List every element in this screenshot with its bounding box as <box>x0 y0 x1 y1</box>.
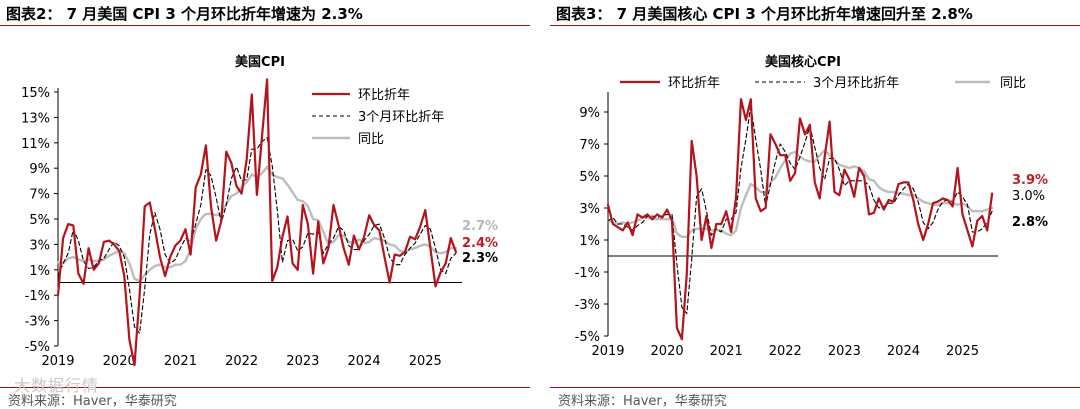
core-cpi-x-tick-label: 2024 <box>887 344 920 359</box>
cpi-y-tick-label: 1% <box>29 264 50 279</box>
core-cpi-chart-title: 美国核心CPI <box>765 54 841 70</box>
core-cpi-x-tick-label: 2020 <box>651 344 684 359</box>
cpi-line-chart: 美国CPI -5% -3% -1% 1% 3% 5% 7% 9% 11% 13% 15% 2019 202… <box>21 54 498 369</box>
core-cpi-series-solid-gray <box>606 149 994 239</box>
core-cpi-x-tick-label: 2021 <box>710 344 743 359</box>
core-cpi-y-tick-label: 3% <box>579 202 600 217</box>
core-cpi-legend-label: 环比折年 <box>668 76 720 91</box>
cpi-y-tick-label: -5% <box>25 340 50 355</box>
right-source-rule <box>550 387 1080 388</box>
cpi-y-tick-label: 3% <box>29 238 50 253</box>
left-figure-title: 图表2： 7 月美国 CPI 3 个月环比折年增速为 2.3% <box>6 5 363 23</box>
left-source-note: 资料来源：Haver，华泰研究 <box>8 394 177 409</box>
core-cpi-end-value-label: 3.9% <box>1012 173 1048 188</box>
cpi-y-tick-label: 9% <box>29 162 50 177</box>
core-cpi-x-tick-label: 2019 <box>591 344 624 359</box>
cpi-x-tick-label: 2023 <box>286 354 319 369</box>
left-figure-panel: 图表2： 7 月美国 CPI 3 个月环比折年增速为 2.3% 美国CPI -5%… <box>0 0 530 409</box>
core-cpi-series-dashed-black <box>607 105 993 315</box>
watermark: 大数据行情 <box>14 376 100 395</box>
cpi-end-value-label: 2.7% <box>462 219 498 234</box>
core-cpi-y-tick-label: 1% <box>579 234 600 249</box>
cpi-x-tick-label: 2025 <box>409 354 442 369</box>
cpi-series-solid-red <box>56 78 457 367</box>
right-figure-title: 图表3： 7 月美国核心 CPI 3 个月环比折年增速回升至 2.8% <box>556 5 973 23</box>
cpi-end-value-label: 2.4% <box>462 236 498 251</box>
core-cpi-y-tick-label: 5% <box>579 170 600 185</box>
left-title-rule <box>0 25 530 26</box>
cpi-y-tick-label: 15% <box>21 86 50 101</box>
cpi-end-value-label: 2.3% <box>462 251 498 266</box>
core-cpi-y-tick-label: 7% <box>579 138 600 153</box>
core-cpi-y-tick-label: -3% <box>575 298 600 313</box>
cpi-y-tick-label: -3% <box>25 315 50 330</box>
core-cpi-y-tick-label: 9% <box>579 106 600 121</box>
right-title-rule <box>550 25 1080 26</box>
core-cpi-series-solid-red <box>606 98 994 341</box>
cpi-legend-label: 环比折年 <box>358 88 410 103</box>
core-cpi-legend-label: 同比 <box>1000 76 1026 91</box>
cpi-x-tick-label: 2021 <box>164 354 197 369</box>
core-cpi-y-tick-label: -1% <box>575 266 600 281</box>
right-figure-panel: 图表3： 7 月美国核心 CPI 3 个月环比折年增速回升至 2.8% 美国核心… <box>550 0 1080 409</box>
core-cpi-x-tick-label: 2025 <box>946 344 979 359</box>
cpi-y-tick-label: 13% <box>21 111 50 126</box>
core-cpi-x-tick-label: 2022 <box>769 344 802 359</box>
cpi-y-tick-label: -1% <box>25 289 50 304</box>
core-cpi-legend-label: 3个月环比折年 <box>813 76 899 91</box>
core-cpi-y-tick-label: -5% <box>575 330 600 345</box>
cpi-legend-label: 3个月环比折年 <box>358 110 444 125</box>
cpi-legend-label: 同比 <box>358 132 384 147</box>
core-cpi-end-value-label: 2.8% <box>1012 215 1048 230</box>
cpi-x-tick-label: 2020 <box>103 354 136 369</box>
cpi-y-tick-label: 7% <box>29 188 50 203</box>
cpi-x-tick-label: 2022 <box>225 354 258 369</box>
left-source-rule <box>0 387 530 388</box>
core-cpi-line-chart: 美国核心CPI -5% -3% -1% 1% 3% 5% 7% 9% 2019 2020 2021 20… <box>575 54 1048 359</box>
core-cpi-end-value-label: 3.0% <box>1012 189 1045 204</box>
core-cpi-x-tick-label: 2023 <box>828 344 861 359</box>
cpi-x-tick-label: 2024 <box>348 354 381 369</box>
cpi-x-tick-label: 2019 <box>41 354 74 369</box>
cpi-chart-title: 美国CPI <box>235 54 285 70</box>
right-source-note: 资料来源：Haver，华泰研究 <box>558 394 727 409</box>
cpi-series-dashed-black <box>57 137 457 334</box>
cpi-y-tick-label: 5% <box>29 213 50 228</box>
cpi-y-tick-label: 11% <box>21 137 50 152</box>
